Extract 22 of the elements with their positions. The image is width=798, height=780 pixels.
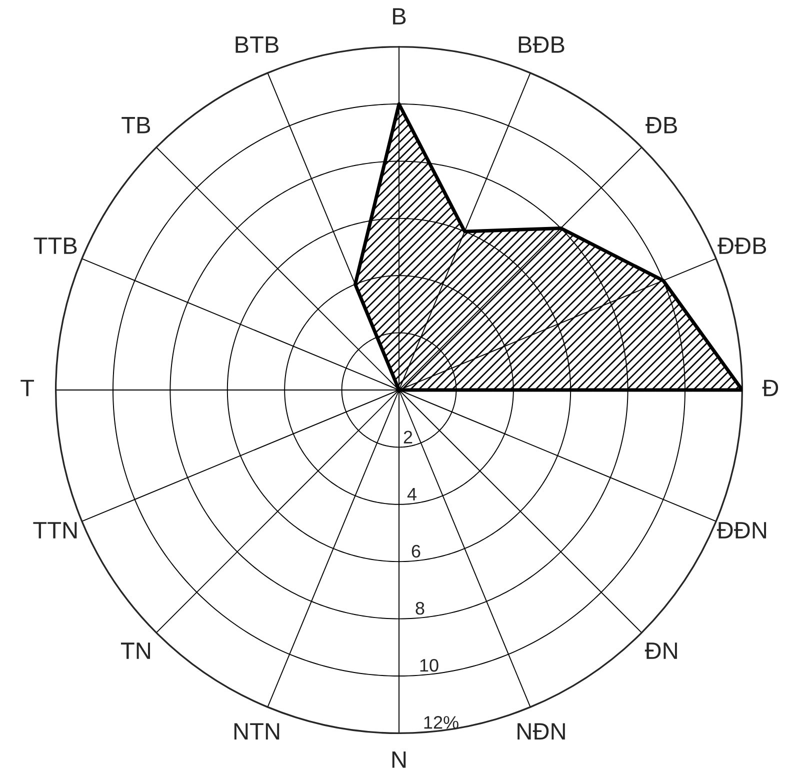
spoke-label: T: [20, 380, 34, 396]
y-tick-label: 6: [412, 544, 420, 558]
spoke-label: NTN: [234, 723, 280, 740]
y-tick-label: 4: [407, 488, 416, 500]
spoke-label: TB: [122, 117, 150, 134]
spoke-label: ĐN: [644, 642, 677, 659]
spoke-label: ĐB: [646, 117, 677, 134]
spoke-label: TTB: [34, 238, 77, 254]
spoke-label: TTN: [33, 522, 77, 538]
y-tick-label: 8: [416, 602, 424, 615]
spoke-label: BĐB: [518, 36, 564, 53]
spoke-label: N: [392, 752, 406, 768]
spoke-label: B: [393, 8, 406, 24]
spoke-label: TN: [120, 642, 150, 659]
spoke-label: Đ: [762, 380, 778, 396]
spoke-label: NĐN: [518, 723, 565, 740]
y-tick-label: 12%: [424, 716, 458, 729]
spoke-label: ĐĐB: [718, 238, 766, 254]
spoke-label: ĐĐN: [716, 522, 766, 538]
y-tick-label: 2: [404, 430, 412, 444]
spoke-label: BTB: [236, 36, 278, 53]
y-tick-label: 10: [420, 658, 438, 672]
